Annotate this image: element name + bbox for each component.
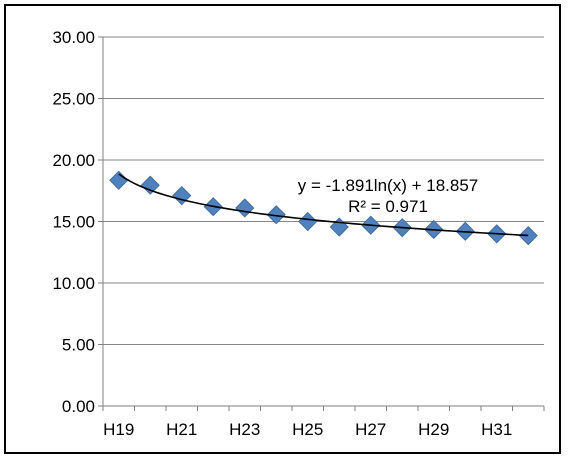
y-tick-label: 25.00 <box>52 90 95 109</box>
data-point <box>172 186 192 206</box>
data-point <box>109 170 129 190</box>
data-point <box>140 175 160 195</box>
y-tick-label: 30.00 <box>52 28 95 47</box>
y-tick-labels: 0.00 5.00 10.00 15.00 20.00 25.00 30.00 <box>52 28 95 416</box>
x-tick-label: H29 <box>418 420 449 439</box>
x-tick-label: H23 <box>229 420 260 439</box>
trendline-r-squared: R² = 0.971 <box>348 197 428 216</box>
trendline-equation: y = -1.891ln(x) + 18.857 <box>298 176 479 195</box>
x-tick-label: H21 <box>166 420 197 439</box>
data-point <box>266 205 286 225</box>
x-tick-label: H31 <box>481 420 512 439</box>
y-tick-label: 15.00 <box>52 213 95 232</box>
gridlines <box>98 36 545 411</box>
x-tick-label: H25 <box>292 420 323 439</box>
x-tick-label: H27 <box>355 420 386 439</box>
data-point <box>235 198 255 218</box>
data-point <box>518 226 538 246</box>
axes <box>102 37 544 407</box>
trendline <box>118 173 529 237</box>
x-tick-labels: H19 H21 H23 H25 H27 H29 H31 <box>103 420 512 439</box>
y-tick-label: 10.00 <box>52 274 95 293</box>
data-point <box>298 211 318 232</box>
y-tick-label: 5.00 <box>62 336 95 355</box>
y-tick-label: 20.00 <box>52 151 95 170</box>
y-tick-label: 0.00 <box>62 397 95 416</box>
x-tick-label: H19 <box>103 420 134 439</box>
data-point <box>329 217 349 237</box>
